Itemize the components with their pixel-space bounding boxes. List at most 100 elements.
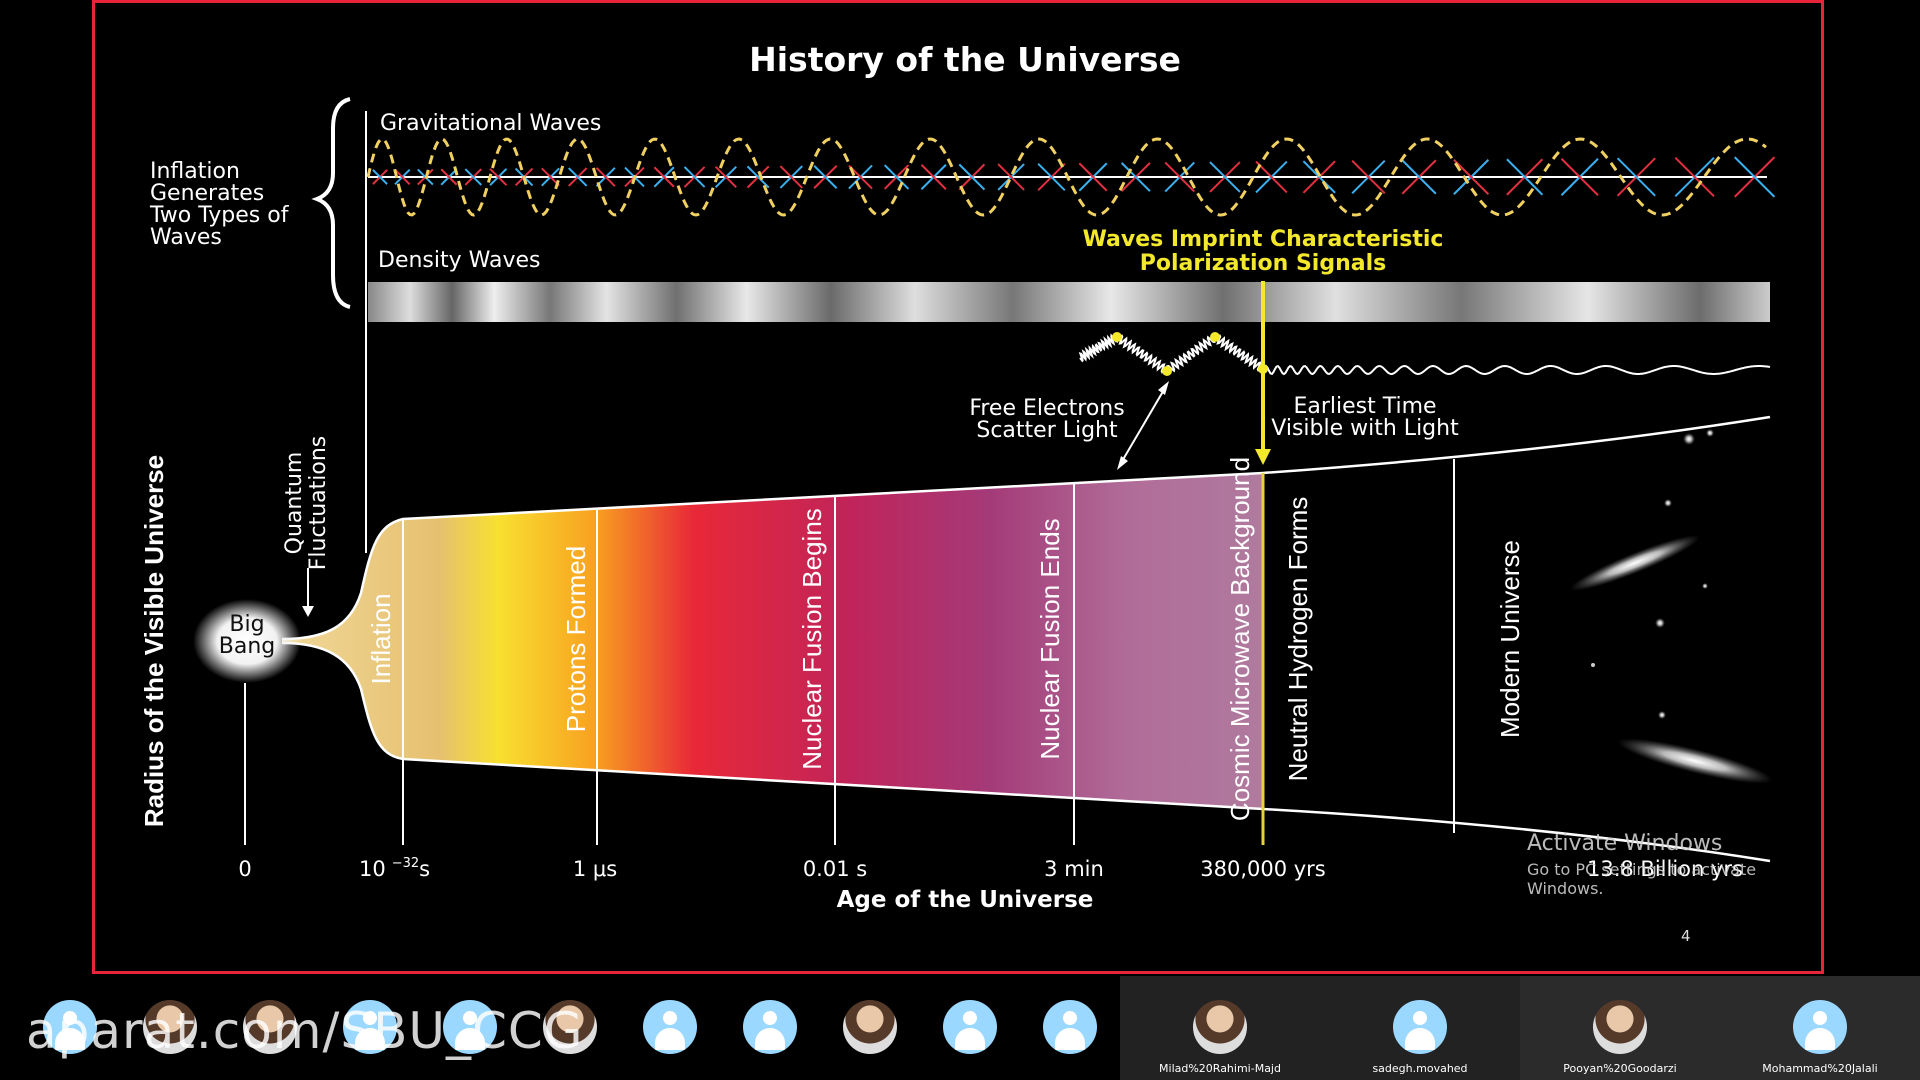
polarization-arrow <box>779 165 803 189</box>
polarization-arrow <box>1560 158 1599 196</box>
participant-tile[interactable] <box>1020 976 1120 1080</box>
user-icon-body <box>55 1028 85 1050</box>
universe-expansion-funnel <box>282 473 1263 809</box>
polarization-arrow <box>1120 162 1151 192</box>
density-waves-label: Density Waves <box>378 248 540 273</box>
participant-tile[interactable] <box>320 976 420 1080</box>
participant-tile[interactable]: sadegh.movahed <box>1320 976 1520 1080</box>
participant-tile[interactable] <box>220 976 320 1080</box>
participant-tile[interactable] <box>420 976 520 1080</box>
era-label-modern: Modern Universe <box>1495 540 1525 738</box>
user-icon-head <box>963 1011 977 1025</box>
grav-waves-label: Gravitational Waves <box>380 111 601 136</box>
watermark-title: Activate Windows <box>1527 831 1723 856</box>
avatar <box>943 1000 997 1054</box>
free-electron-dot <box>1210 332 1220 342</box>
participant-tile[interactable]: Milad%20Rahimi-Majd <box>1120 976 1320 1080</box>
participant-name: Mohammad%20Jalali <box>1762 1062 1878 1075</box>
polarization-arrow <box>1616 157 1656 197</box>
inflation-label-line: Inflation <box>150 159 240 184</box>
quantum-arrowhead <box>302 606 314 617</box>
polarization-arrow <box>489 168 508 186</box>
avatar <box>243 1000 297 1054</box>
participant-tile[interactable] <box>720 976 820 1080</box>
user-icon-head <box>63 1011 77 1025</box>
polarization-arrow <box>595 167 616 187</box>
polarization-arrow <box>394 168 411 186</box>
era-label-protons: Protons Formed <box>561 546 591 732</box>
watermark-subtitle: Go to PC settings to activate Windows. <box>1527 860 1757 898</box>
quantum-fluctuations-label: Quantum <box>282 452 307 555</box>
participant-tile[interactable] <box>20 976 120 1080</box>
participant-name: sadegh.movahed <box>1372 1062 1468 1075</box>
big-bang-label: Bang <box>219 634 275 659</box>
user-icon-head <box>1813 1011 1827 1025</box>
user-icon-head <box>763 1011 777 1025</box>
funnel-outline-top <box>281 415 1771 641</box>
polarization-arrow <box>1351 159 1386 195</box>
user-icon-head <box>1063 1011 1077 1025</box>
era-label-fusion-ends: Nuclear Fusion Ends <box>1035 518 1065 759</box>
funnel-outline-bottom <box>281 641 1771 863</box>
avatar <box>1793 1000 1847 1054</box>
user-icon-body <box>355 1028 385 1050</box>
participant-tile[interactable] <box>820 976 920 1080</box>
free-photon-wave <box>1262 364 1771 376</box>
avatar <box>443 1000 497 1054</box>
polarization-arrow <box>813 165 838 189</box>
photon-scatter-path <box>1078 332 1266 375</box>
participant-name: Pooyan%20Goodarzi <box>1563 1062 1677 1075</box>
grav-wave-curve <box>366 137 1767 217</box>
avatar <box>343 1000 397 1054</box>
big-bang-label: Big <box>229 612 264 637</box>
polarization-arrow <box>1037 162 1066 192</box>
polarization-arrow <box>568 167 588 187</box>
avatar <box>743 1000 797 1054</box>
tick-label-3min: 3 min <box>1044 857 1104 881</box>
polarization-arrow <box>1255 160 1288 194</box>
free-electrons-arrow <box>1120 387 1166 464</box>
quantum-fluctuations-label: Fluctuations <box>306 436 331 570</box>
free-electron-dot <box>1112 332 1122 342</box>
avatar <box>543 1000 597 1054</box>
participant-tile[interactable] <box>520 976 620 1080</box>
activate-windows-watermark: Activate Windows Go to PC settings to ac… <box>1527 831 1821 898</box>
participant-name: Milad%20Rahimi-Majd <box>1159 1062 1281 1075</box>
polarization-arrow <box>1164 161 1195 193</box>
avatar <box>1593 1000 1647 1054</box>
free-electrons-arrowhead <box>1158 381 1169 395</box>
participant-tile[interactable] <box>920 976 1020 1080</box>
y-axis-label: Radius of the Visible Universe <box>139 455 169 827</box>
tick-label-1us: 1 μs <box>573 857 617 881</box>
polarization-arrow <box>920 164 947 190</box>
polarization-arrow <box>1506 158 1544 196</box>
galaxy-field <box>1569 429 1773 784</box>
participant-tile[interactable] <box>120 976 220 1080</box>
participant-tile[interactable] <box>620 976 720 1080</box>
earliest-visible-label: Earliest Time <box>1293 394 1436 419</box>
free-electrons-label: Scatter Light <box>976 418 1118 443</box>
user-icon-body <box>1055 1028 1085 1050</box>
inflation-label-line: Waves <box>150 225 222 250</box>
avatar <box>1393 1000 1447 1054</box>
tick-label-0: 0 <box>238 857 251 881</box>
user-icon-head <box>463 1011 477 1025</box>
density-wave-bar <box>368 282 1770 322</box>
user-icon-head <box>363 1011 377 1025</box>
polarization-arrow <box>1453 159 1490 195</box>
participant-tile[interactable]: Pooyan%20Goodarzi <box>1520 976 1720 1080</box>
curly-brace <box>311 97 351 309</box>
participant-tile[interactable]: Mohammad%20Jalali <box>1720 976 1920 1080</box>
polarization-arrow <box>440 168 458 186</box>
user-icon-body <box>955 1028 985 1050</box>
polarization-arrow <box>464 168 482 186</box>
presentation-slide: History of the Universe Inflation Genera… <box>92 0 1824 974</box>
polarization-arrow <box>372 169 388 185</box>
aparat-watermark: aparat.com/SBU_CCG <box>26 1002 584 1060</box>
universe-history-diagram: History of the Universe Inflation Genera… <box>139 40 1776 913</box>
inflation-label: Inflation Generates Two Types of Waves <box>149 159 290 250</box>
free-electron-dot <box>1162 366 1172 376</box>
big-bang-glow <box>193 599 301 683</box>
polarization-arrow <box>653 166 675 188</box>
era-label-fusion-begins: Nuclear Fusion Begins <box>797 508 827 770</box>
